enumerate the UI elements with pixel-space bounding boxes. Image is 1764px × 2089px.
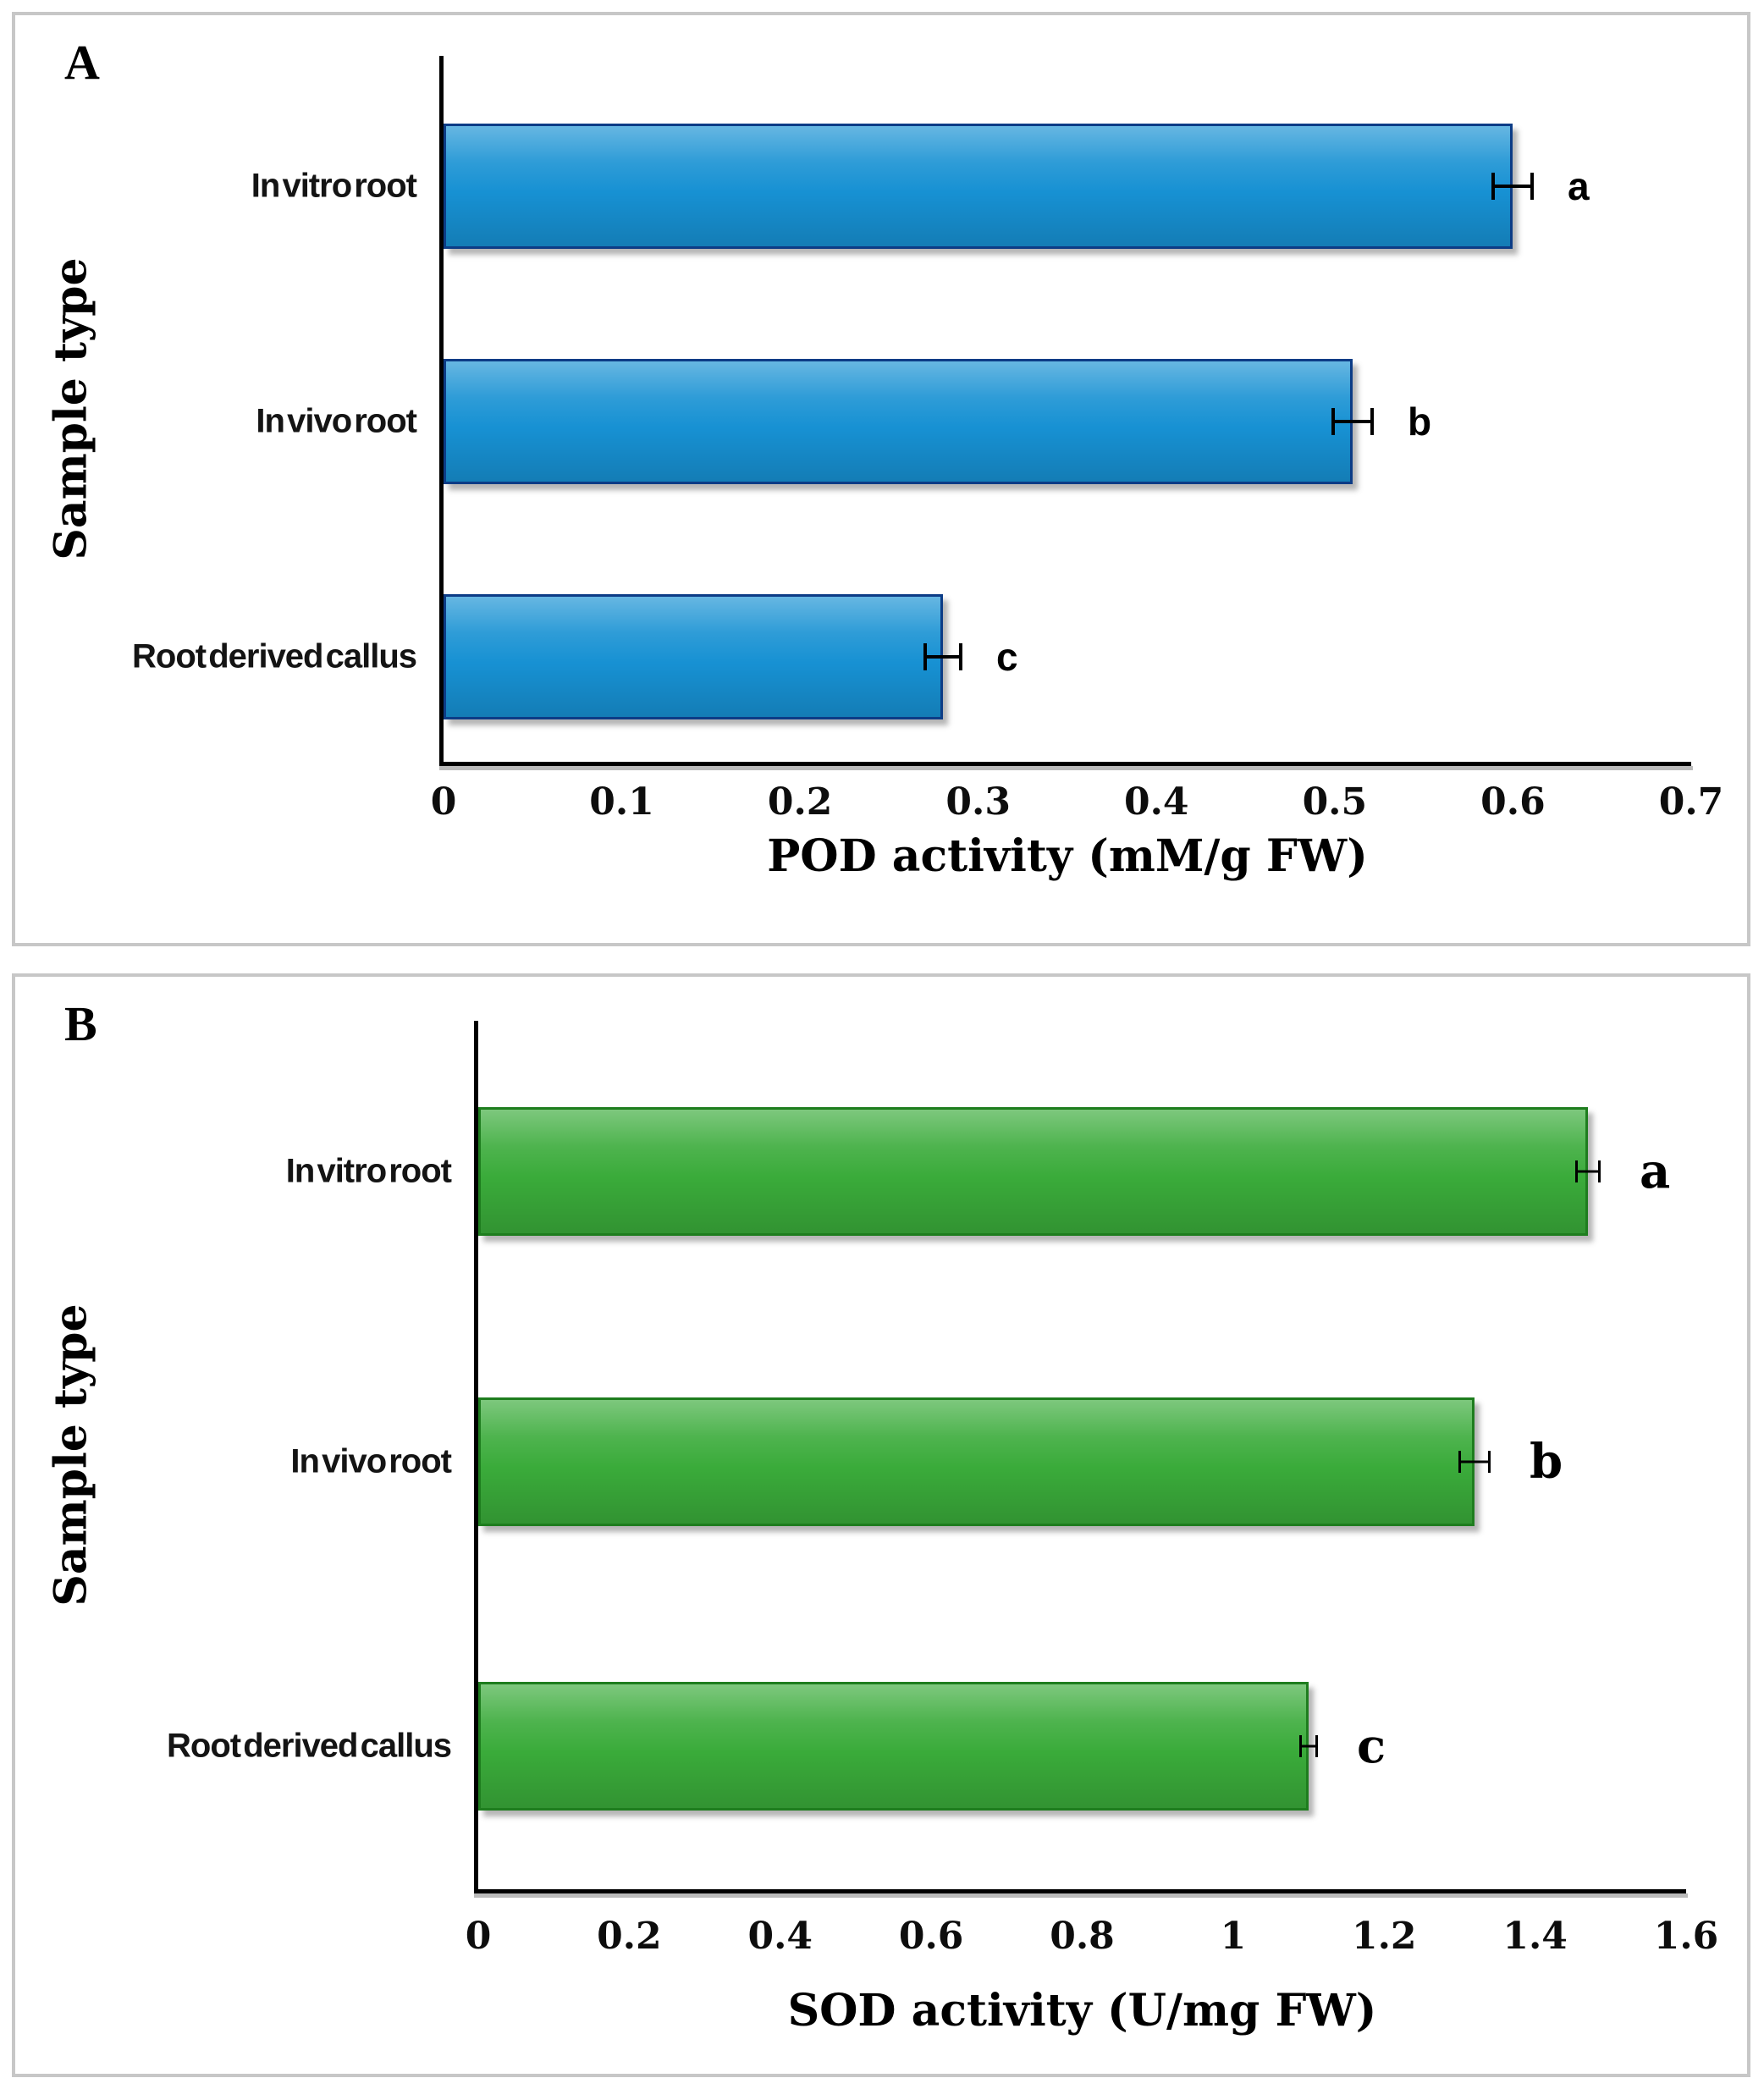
- error-bar-cap-right: [1315, 1735, 1318, 1757]
- significance-letter-in-vitro-root: a: [1568, 164, 1590, 208]
- error-bar-cap-right: [1370, 408, 1374, 435]
- error-bar-root-derived-callus: [1299, 1735, 1318, 1757]
- x-tick-label: 0.3: [945, 780, 1011, 824]
- x-tick-label: 0.2: [597, 1915, 662, 1958]
- error-bar-line: [923, 655, 962, 659]
- significance-letter-in-vivo-root: b: [1408, 400, 1432, 444]
- x-tick-label: 1: [1220, 1915, 1247, 1958]
- error-bar-cap-left: [1491, 173, 1495, 200]
- x-tick-label: 0.8: [1050, 1915, 1115, 1958]
- bar-in-vitro-root: [444, 124, 1513, 249]
- x-tick-label: 0.6: [898, 1915, 964, 1958]
- panel-letter: A: [64, 35, 100, 90]
- bar-root-derived-callus: [478, 1682, 1309, 1811]
- error-bar-cap-left: [1575, 1160, 1578, 1182]
- significance-letter-root-derived-callus: c: [1357, 1718, 1386, 1774]
- error-bar-root-derived-callus: [923, 643, 962, 670]
- category-label-root-derived-callus: Root derived callus: [132, 637, 417, 675]
- panel-letter: B: [64, 996, 97, 1051]
- plot-area: a b c: [474, 1021, 1688, 1898]
- x-tick-label: 1.4: [1502, 1915, 1568, 1958]
- error-bar-cap-left: [1458, 1451, 1461, 1473]
- x-tick-label: 0.4: [1124, 780, 1189, 824]
- error-bar-line: [1575, 1170, 1601, 1173]
- error-bar-cap-right: [1598, 1160, 1601, 1182]
- x-tick-label: 0: [465, 1915, 492, 1958]
- error-bar-cap-right: [1488, 1451, 1491, 1473]
- error-bar-in-vitro-root: [1575, 1160, 1601, 1182]
- error-bar-cap-left: [923, 643, 927, 670]
- significance-letter-in-vivo-root: b: [1530, 1434, 1563, 1490]
- bar-root-derived-callus: [444, 594, 943, 719]
- bar-in-vitro-root: [478, 1107, 1588, 1236]
- error-bar-line: [1331, 420, 1374, 423]
- category-label-in-vivo-root: In vivo root: [256, 402, 417, 440]
- category-label-root-derived-callus: Root derived callus: [167, 1727, 452, 1765]
- x-tick-label: 1.2: [1351, 1915, 1417, 1958]
- error-bar-in-vivo-root: [1331, 408, 1374, 435]
- error-bar-line: [1491, 185, 1534, 188]
- x-tick-label: 0.6: [1480, 780, 1546, 824]
- error-bar-cap-right: [959, 643, 962, 670]
- x-tick-label: 0.2: [767, 780, 833, 824]
- significance-letter-root-derived-callus: c: [996, 635, 1018, 679]
- x-tick-label: 0: [430, 780, 457, 824]
- error-bar-cap-right: [1530, 173, 1534, 200]
- plot-area: a b c: [439, 56, 1693, 770]
- category-label-in-vivo-root: In vivo root: [290, 1442, 452, 1480]
- x-axis-title: POD activity (mM/g FW): [767, 830, 1368, 882]
- x-axis-title: SOD activity (U/mg FW): [787, 1985, 1377, 2037]
- x-tick-label: 1.6: [1653, 1915, 1719, 1958]
- error-bar-line: [1458, 1460, 1491, 1463]
- error-bar-cap-left: [1299, 1735, 1302, 1757]
- category-label-in-vitro-root: In vitro root: [251, 167, 417, 205]
- x-tick-label: 0.7: [1658, 780, 1724, 824]
- x-tick-label: 0.5: [1302, 780, 1368, 824]
- x-tick-label: 0.1: [589, 780, 654, 824]
- x-tick-label: 0.4: [747, 1915, 813, 1958]
- error-bar-in-vivo-root: [1458, 1451, 1491, 1473]
- bar-in-vivo-root: [444, 359, 1353, 484]
- category-label-in-vitro-root: In vitro root: [285, 1152, 452, 1190]
- significance-letter-in-vitro-root: a: [1640, 1144, 1671, 1199]
- error-bar-cap-left: [1331, 408, 1335, 435]
- error-bar-line: [1299, 1745, 1318, 1748]
- bar-in-vivo-root: [478, 1397, 1475, 1526]
- error-bar-in-vitro-root: [1491, 173, 1534, 200]
